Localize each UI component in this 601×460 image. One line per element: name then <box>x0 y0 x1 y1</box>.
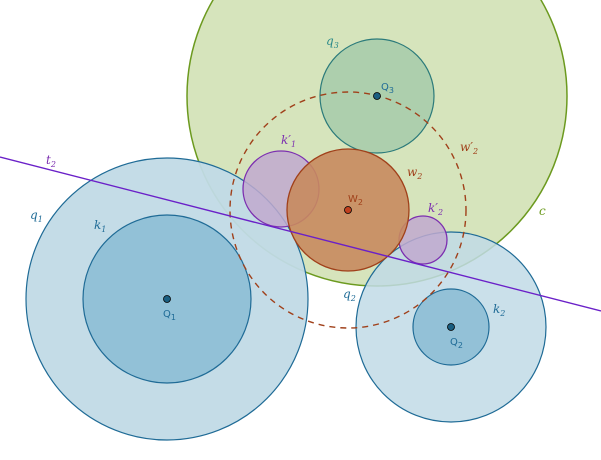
point-label-Q2: Q2 <box>450 337 463 350</box>
label-k2: k2 <box>493 302 505 318</box>
point-W2 <box>344 206 352 214</box>
point-Q1 <box>163 295 171 303</box>
point-label-Q3: Q3 <box>381 82 394 95</box>
point-label-Q1: Q1 <box>163 309 176 322</box>
label-k1: k1 <box>94 218 106 234</box>
point-label-W2: W2 <box>348 194 363 207</box>
circle-w-prime-2 <box>229 91 467 329</box>
label-c: c <box>539 204 546 218</box>
label-k-prime-1: k′1 <box>281 133 296 149</box>
label-w2: w2 <box>407 165 422 181</box>
label-w-prime-2: w′2 <box>460 140 478 156</box>
tangent-line-t2 <box>0 156 601 312</box>
point-Q3 <box>373 92 381 100</box>
label-t2: t2 <box>46 153 56 169</box>
label-q3: q3 <box>326 34 339 50</box>
label-k-prime-2: k′2 <box>428 201 443 217</box>
label-q1: q1 <box>30 208 43 224</box>
point-Q2 <box>447 323 455 331</box>
label-q2: q2 <box>343 287 356 303</box>
